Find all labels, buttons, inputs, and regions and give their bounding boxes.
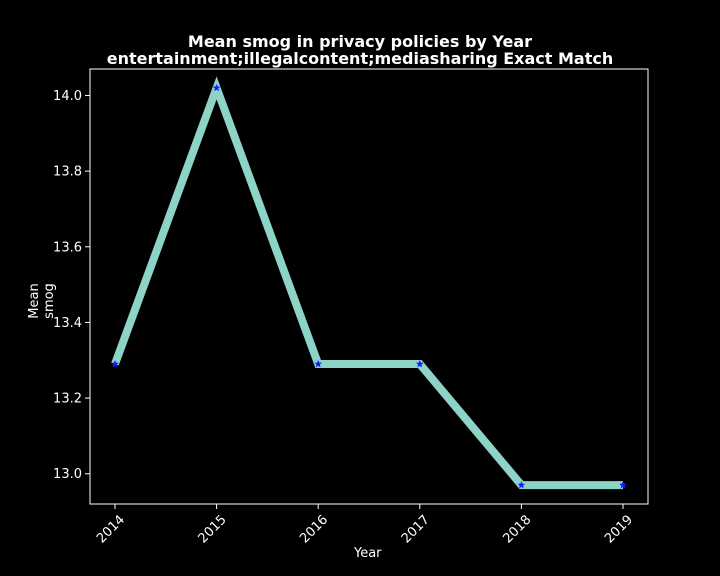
y-tick-label: 13.8 — [53, 165, 82, 180]
y-tick-label: 13.2 — [53, 392, 82, 407]
data-point-marker — [619, 481, 627, 489]
plot-frame — [89, 68, 649, 505]
chart-subtitle: entertainment;illegalcontent;mediasharin… — [106, 49, 614, 68]
x-tick-label: 2017 — [399, 512, 433, 546]
x-tick-label: 2018 — [500, 512, 534, 546]
x-tick-label: 2019 — [602, 512, 636, 546]
axis-ticks: 13.0 13.2 13.4 13.6 13.8 14.0 2014 2015 2016 2017… — [53, 89, 636, 546]
data-point-marker — [517, 481, 526, 489]
data-point-marker — [111, 360, 119, 368]
series-line — [111, 76, 623, 490]
x-tick-label: 2016 — [297, 512, 331, 546]
data-point-marker — [314, 360, 322, 368]
x-tick-label: 2015 — [196, 512, 230, 546]
series-group — [111, 76, 627, 490]
chart-title: Mean smog in privacy policies by Year — [187, 32, 533, 51]
data-point-marker — [212, 83, 221, 92]
y-tick-label: 13.6 — [53, 240, 82, 255]
y-axis-label: Mean smog — [27, 283, 57, 319]
data-point-marker — [416, 360, 424, 368]
x-axis-label: Year — [354, 546, 382, 561]
y-tick-label: 14.0 — [53, 89, 82, 104]
x-tick-label: 2014 — [94, 512, 128, 546]
y-tick-label: 13.0 — [53, 467, 82, 482]
y-tick-label: 13.4 — [53, 316, 82, 331]
